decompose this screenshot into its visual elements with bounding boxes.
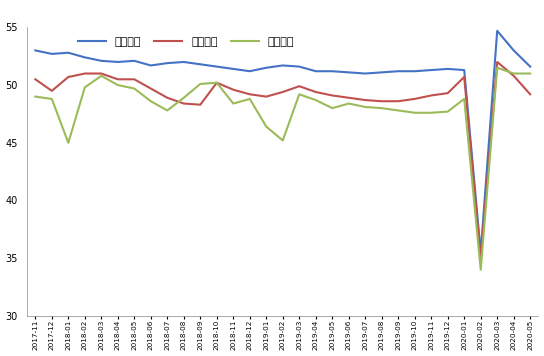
中型企业 <box>82 72 88 76</box>
小型企业 <box>213 80 220 85</box>
中型企业 <box>246 92 253 96</box>
大型企业 <box>312 69 319 73</box>
中型企业 <box>379 99 385 103</box>
中型企业 <box>461 75 467 79</box>
小型企业 <box>478 268 484 272</box>
大型企业 <box>362 72 368 76</box>
大型企业 <box>510 48 517 53</box>
大型企业 <box>444 67 451 71</box>
中型企业 <box>444 91 451 95</box>
Legend: 大型企业, 中型企业, 小型企业: 大型企业, 中型企业, 小型企业 <box>73 33 299 52</box>
小型企业 <box>197 82 203 86</box>
中型企业 <box>115 77 121 82</box>
小型企业 <box>329 106 336 110</box>
中型企业 <box>65 75 72 79</box>
中型企业 <box>478 256 484 260</box>
中型企业 <box>230 88 237 92</box>
大型企业 <box>197 62 203 67</box>
大型企业 <box>115 60 121 64</box>
小型企业 <box>461 97 467 101</box>
大型企业 <box>527 64 534 69</box>
小型企业 <box>115 83 121 87</box>
大型企业 <box>65 51 72 55</box>
小型企业 <box>411 111 418 115</box>
大型企业 <box>82 55 88 59</box>
中型企业 <box>213 80 220 85</box>
大型企业 <box>131 59 138 63</box>
小型企业 <box>280 138 286 143</box>
小型企业 <box>428 111 435 115</box>
大型企业 <box>147 63 154 68</box>
小型企业 <box>98 74 104 78</box>
中型企业 <box>411 97 418 101</box>
小型企业 <box>82 85 88 89</box>
中型企业 <box>296 84 302 88</box>
中型企业 <box>329 93 336 98</box>
小型企业 <box>263 125 269 129</box>
大型企业 <box>98 59 104 63</box>
小型企业 <box>181 96 187 100</box>
小型企业 <box>494 66 500 70</box>
中型企业 <box>510 74 517 78</box>
小型企业 <box>32 94 39 99</box>
大型企业 <box>246 69 253 73</box>
中型企业 <box>131 77 138 82</box>
小型企业 <box>147 99 154 103</box>
大型企业 <box>395 69 401 73</box>
大型企业 <box>411 69 418 73</box>
中型企业 <box>98 72 104 76</box>
小型企业 <box>395 108 401 112</box>
大型企业 <box>494 29 500 33</box>
小型企业 <box>345 101 352 106</box>
大型企业 <box>213 64 220 69</box>
中型企业 <box>527 92 534 96</box>
小型企业 <box>65 141 72 145</box>
大型企业 <box>230 67 237 71</box>
大型企业 <box>48 52 55 56</box>
Line: 中型企业: 中型企业 <box>35 62 530 258</box>
小型企业 <box>296 92 302 96</box>
大型企业 <box>428 68 435 72</box>
中型企业 <box>164 96 171 100</box>
中型企业 <box>395 99 401 103</box>
小型企业 <box>131 87 138 91</box>
中型企业 <box>32 77 39 82</box>
小型企业 <box>379 106 385 110</box>
小型企业 <box>510 72 517 76</box>
大型企业 <box>164 61 171 65</box>
大型企业 <box>32 48 39 53</box>
大型企业 <box>461 68 467 72</box>
中型企业 <box>280 90 286 94</box>
大型企业 <box>329 69 336 73</box>
大型企业 <box>296 64 302 69</box>
中型企业 <box>197 103 203 107</box>
大型企业 <box>345 70 352 74</box>
大型企业 <box>263 66 269 70</box>
小型企业 <box>246 97 253 101</box>
大型企业 <box>478 250 484 255</box>
小型企业 <box>444 110 451 114</box>
Line: 大型企业: 大型企业 <box>35 31 530 252</box>
小型企业 <box>164 108 171 112</box>
中型企业 <box>362 98 368 102</box>
小型企业 <box>362 105 368 109</box>
大型企业 <box>280 63 286 68</box>
中型企业 <box>181 101 187 106</box>
小型企业 <box>312 98 319 102</box>
中型企业 <box>345 96 352 100</box>
中型企业 <box>428 93 435 98</box>
大型企业 <box>181 60 187 64</box>
中型企业 <box>147 87 154 91</box>
中型企业 <box>494 60 500 64</box>
Line: 小型企业: 小型企业 <box>35 68 530 270</box>
中型企业 <box>263 94 269 99</box>
中型企业 <box>312 90 319 94</box>
小型企业 <box>527 72 534 76</box>
小型企业 <box>48 97 55 101</box>
小型企业 <box>230 101 237 106</box>
大型企业 <box>379 70 385 74</box>
中型企业 <box>48 89 55 93</box>
